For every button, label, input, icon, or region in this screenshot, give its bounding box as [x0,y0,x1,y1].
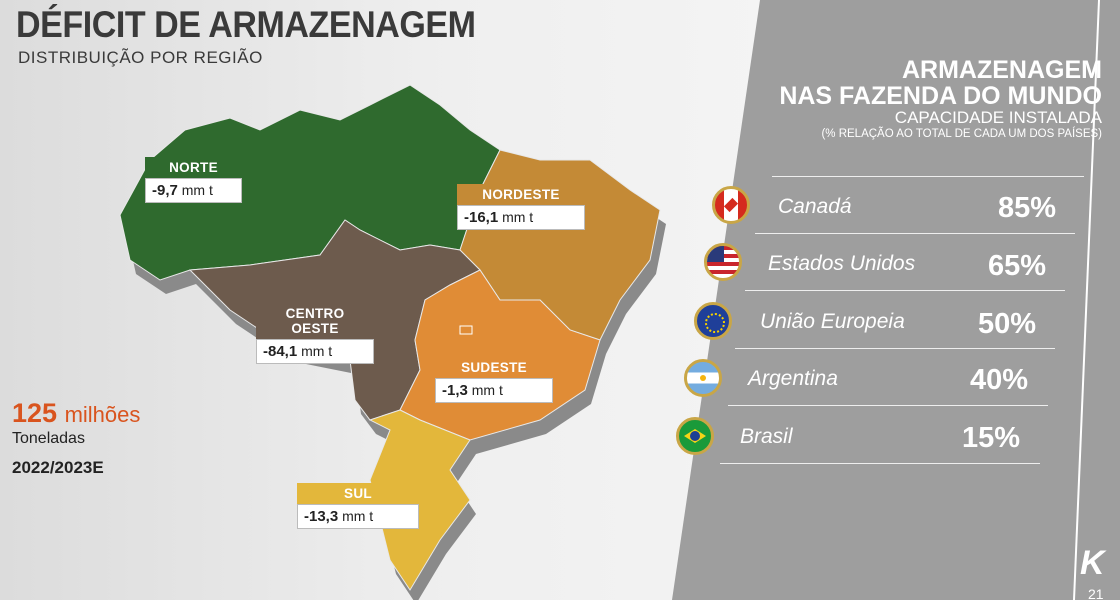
total-value: 125 [12,398,58,428]
label-centro-oeste: CENTRO OESTE -84,1 mm t [256,303,374,364]
region-unit: mm t [502,209,534,225]
country-name: União Europeia [760,310,905,333]
label-nordeste: NORDESTE -16,1 mm t [457,184,585,230]
label-sul: SUL -13,3 mm t [297,483,419,529]
region-unit: mm t [471,382,503,398]
region-unit: mm t [301,343,333,359]
country-value: 50% [978,308,1037,340]
page-title: DÉFICIT DE ARMAZENAGEM [16,4,476,45]
region-value: -13,3 [304,508,339,525]
brazil-flag-icon [676,417,714,455]
row-divider [720,463,1040,464]
region-name: NORTE [145,157,242,178]
eu-flag-icon [694,302,732,340]
region-name: NORDESTE [457,184,585,205]
company-logo: K [1080,544,1105,582]
country-value: 40% [970,364,1029,396]
label-sudeste: SUDESTE -1,3 mm t [435,357,553,403]
panel-subtitle: CAPACIDADE INSTALADA [894,108,1102,127]
region-unit: mm t [181,182,213,198]
panel-note: (% RELAÇÃO AO TOTAL DE CADA UM DOS PAÍSE… [821,128,1102,140]
region-value: -1,3 [442,382,468,399]
label-norte: NORTE -9,7 mm t [145,157,242,203]
region-value: -16,1 [464,209,499,226]
country-value: 65% [988,250,1047,282]
total-unit: milhões [64,402,141,427]
usa-flag-icon [704,243,742,281]
page-number: 21 [1088,586,1104,600]
argentina-flag-icon [684,359,722,397]
row-divider [735,348,1055,349]
region-value: -9,7 [152,182,178,199]
page-subtitle: DISTRIBUIÇÃO POR REGIÃO [18,48,263,67]
country-value: 15% [962,422,1021,454]
country-name: Argentina [748,367,838,390]
region-sul [368,409,471,591]
region-name: SUL [297,483,419,504]
region-unit: mm t [342,508,374,524]
region-name: CENTRO OESTE [256,303,374,339]
country-value: 85% [998,192,1057,224]
total-label: Toneladas [12,430,85,447]
total-deficit: 125 milhões [12,398,140,429]
country-name: Canadá [778,195,852,218]
panel-title-2: NAS FAZENDA DO MUNDO [779,82,1102,110]
panel-title-1: ARMAZENAGEM [902,56,1102,84]
country-name: Estados Unidos [768,252,916,275]
capital-marker [459,325,473,335]
row-divider [772,176,1084,177]
canada-flag-icon [712,186,750,224]
region-value: -84,1 [263,343,298,360]
country-name: Brasil [740,425,793,448]
row-divider [755,233,1075,234]
region-name: SUDESTE [435,357,553,378]
total-period: 2022/2023E [12,458,104,477]
row-divider [745,290,1065,291]
row-divider [728,405,1048,406]
